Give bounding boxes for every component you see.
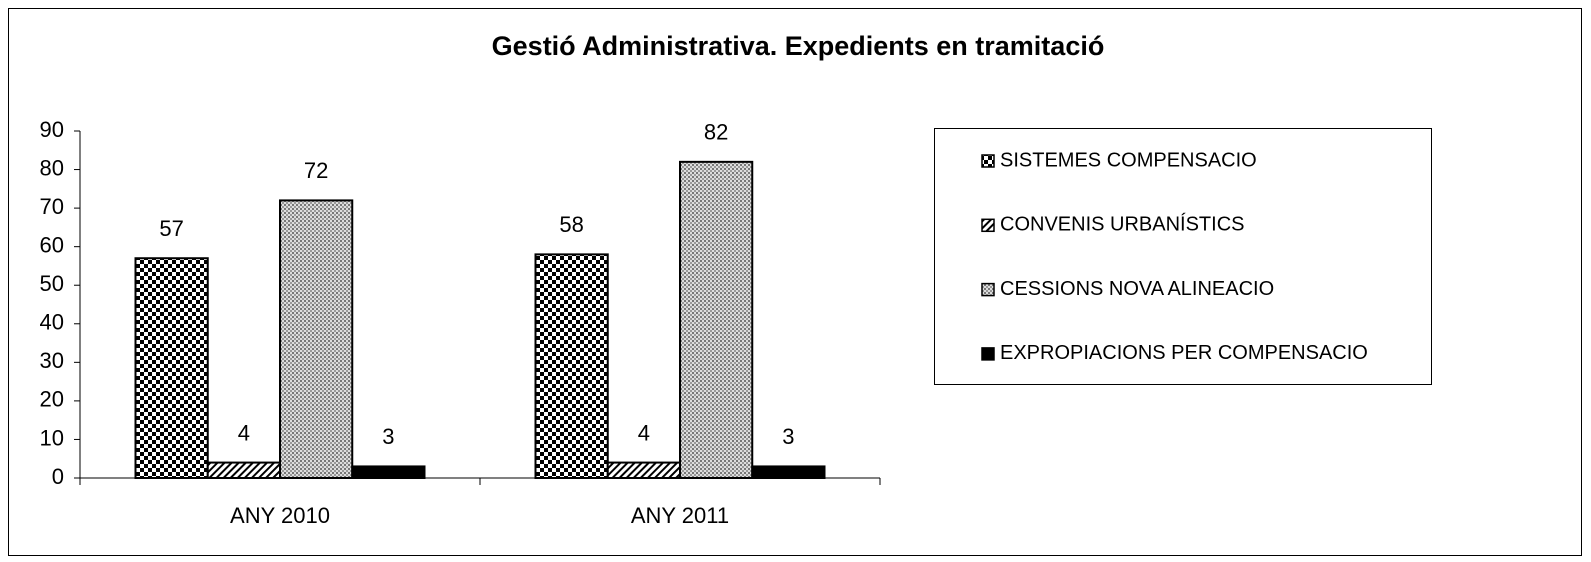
bar	[206, 461, 281, 480]
bar	[351, 465, 426, 479]
x-tick-label: ANY 2011	[631, 503, 729, 528]
y-tick-label: 80	[40, 155, 64, 180]
legend-label: CESSIONS NOVA ALINEACIO	[1000, 278, 1274, 300]
y-tick-label: 10	[40, 425, 64, 450]
y-tick-label: 60	[40, 232, 64, 257]
value-label: 3	[782, 424, 794, 449]
bar	[606, 461, 681, 480]
legend-label: EXPROPIACIONS PER COMPENSACIO	[1000, 342, 1368, 364]
value-label: 72	[304, 158, 328, 183]
chart-title: Gestió Administrativa. Expedients en tra…	[492, 31, 1105, 61]
value-label: 58	[559, 212, 583, 237]
value-label: 82	[704, 120, 728, 145]
value-label: 3	[382, 424, 394, 449]
bar	[534, 253, 609, 479]
y-tick-label: 30	[40, 348, 64, 373]
legend-swatch	[981, 154, 995, 168]
value-label: 4	[638, 420, 650, 445]
bar	[679, 160, 754, 479]
x-tick-label: ANY 2010	[230, 503, 330, 528]
value-label: 4	[238, 420, 250, 445]
bar	[279, 199, 354, 479]
legend-swatch	[981, 347, 995, 361]
y-tick-label: 70	[40, 194, 64, 219]
value-label: 57	[159, 216, 183, 241]
y-tick-label: 50	[40, 271, 64, 296]
bar	[134, 257, 209, 479]
y-tick-label: 0	[52, 464, 64, 489]
bar	[751, 465, 826, 479]
y-tick-label: 40	[40, 310, 64, 335]
legend-swatch	[981, 218, 995, 233]
legend-swatch	[981, 282, 995, 297]
y-tick-label: 20	[40, 387, 64, 412]
legend-box	[934, 128, 1432, 385]
legend-label: SISTEMES COMPENSACIO	[1000, 149, 1257, 171]
legend-label: CONVENIS URBANÍSTICS	[1000, 213, 1244, 236]
y-tick-label: 90	[40, 117, 64, 142]
